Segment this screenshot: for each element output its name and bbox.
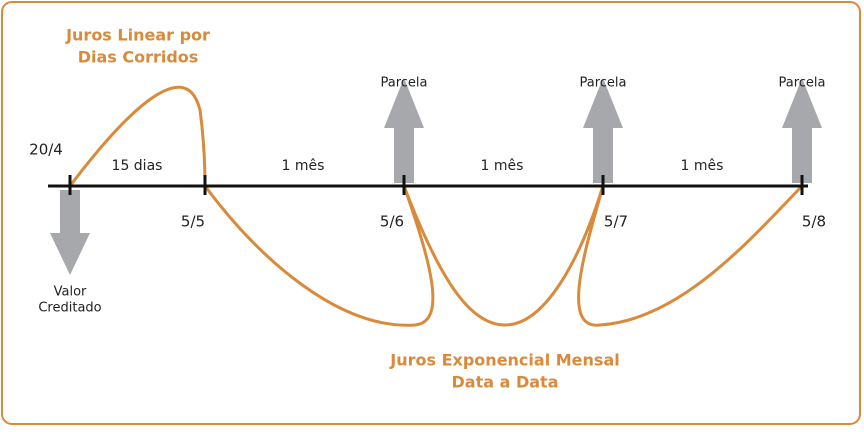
- installment-arrow: [782, 78, 822, 183]
- linear-label: Juros Linear por: [65, 26, 210, 45]
- date-label: 20/4: [29, 141, 63, 159]
- exponential-curve: [203, 185, 435, 327]
- credit-label: Creditado: [38, 301, 101, 316]
- ticks: [68, 175, 804, 195]
- interval-label: 1 mês: [282, 158, 325, 174]
- frame: [1, 1, 861, 425]
- installment-arrow: [384, 78, 424, 183]
- installment-label: Parcela: [778, 76, 825, 91]
- linear-label: Dias Corridos: [78, 48, 199, 67]
- interval-label: 15 dias: [112, 158, 163, 174]
- installment-label: Parcela: [380, 76, 427, 91]
- interval-label: 1 mês: [481, 158, 524, 174]
- date-label: 5/7: [604, 213, 628, 231]
- date-label: 5/5: [181, 213, 205, 231]
- interval-label: 1 mês: [681, 158, 724, 174]
- exponential-curve: [577, 184, 804, 327]
- credit-arrow: [50, 190, 90, 275]
- installment-label: Parcela: [579, 76, 626, 91]
- exponential-label: Juros Exponencial Mensal: [389, 351, 619, 370]
- arrows: [50, 78, 822, 275]
- exponential-label: Data a Data: [452, 373, 559, 392]
- linear-curve: [68, 85, 207, 187]
- credit-label: Valor: [54, 285, 87, 300]
- date-label: 5/6: [380, 213, 404, 231]
- date-label: 5/8: [802, 213, 826, 231]
- curves: [68, 85, 804, 327]
- exponential-curve: [402, 185, 605, 327]
- installment-arrow: [583, 78, 623, 183]
